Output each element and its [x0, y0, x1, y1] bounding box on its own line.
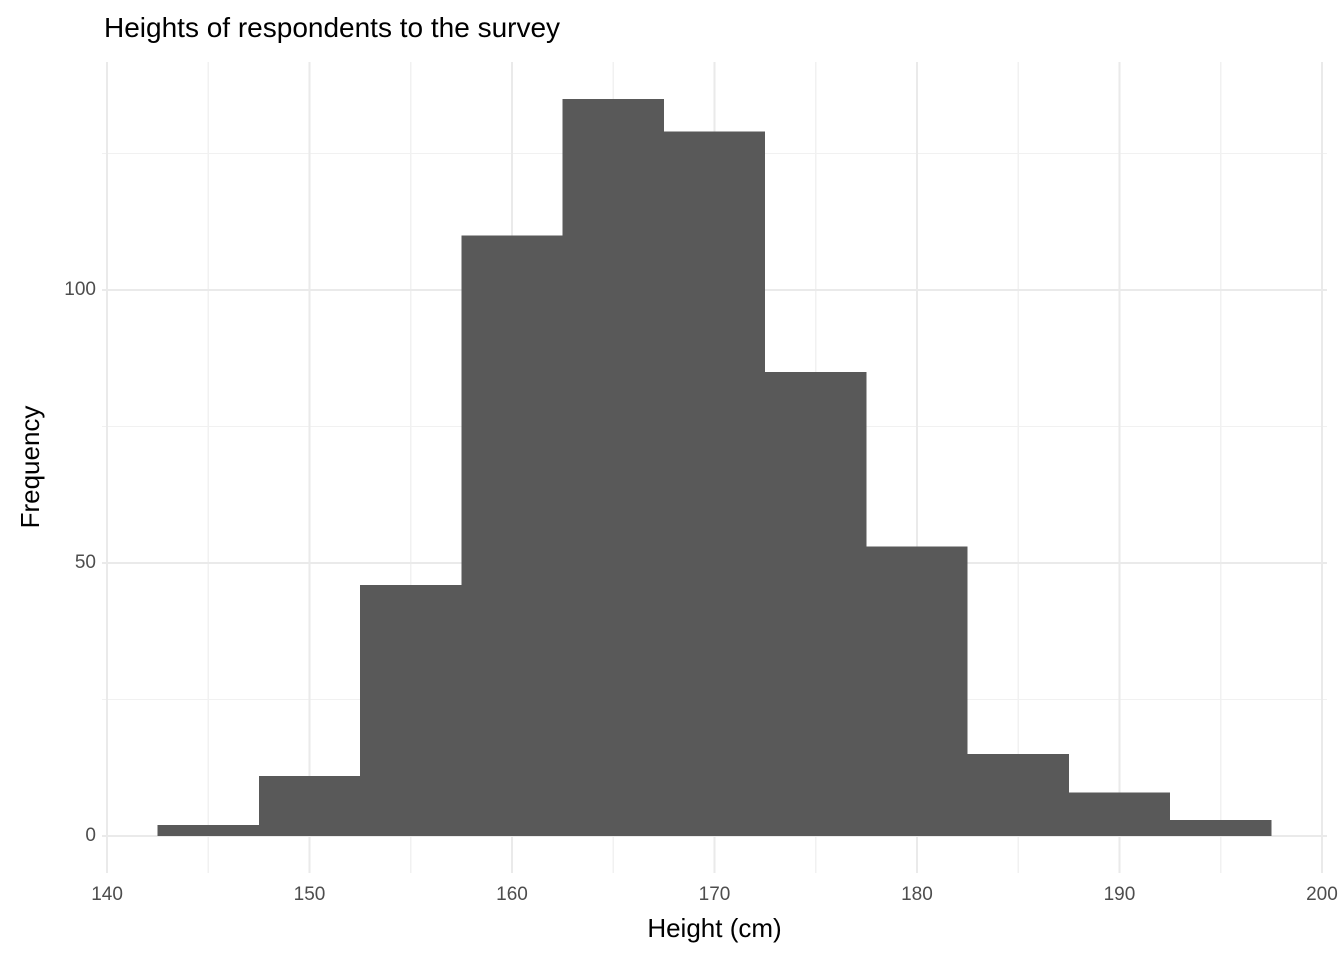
histogram-bar: [967, 754, 1069, 837]
x-tick-label: 160: [496, 884, 528, 905]
plot-title: Heights of respondents to the survey: [104, 12, 561, 43]
x-tick-label: 200: [1306, 884, 1338, 905]
x-tick-label: 180: [901, 884, 933, 905]
histogram-bar: [1068, 792, 1171, 837]
y-tick-label: 100: [64, 279, 96, 300]
x-tick-label: 170: [698, 884, 731, 905]
histogram-bar: [258, 776, 361, 837]
y-axis-title: Frequency: [15, 405, 45, 529]
histogram-bar: [461, 235, 563, 837]
histogram-bar: [663, 131, 766, 837]
x-tick-label: 190: [1103, 884, 1136, 905]
x-axis-title: Height (cm): [647, 913, 782, 943]
histogram-bar: [866, 546, 968, 837]
histogram-bar: [360, 584, 462, 837]
x-tick-label: 150: [293, 884, 326, 905]
plot-panel: [102, 62, 1327, 873]
x-tick-label: 140: [91, 884, 123, 905]
histogram-bar: [562, 98, 664, 837]
histogram-bar: [157, 825, 259, 837]
histogram-bar: [765, 371, 867, 837]
y-tick-label: 50: [74, 552, 96, 574]
y-tick-label: 0: [85, 825, 96, 847]
histogram-bar: [1170, 819, 1272, 837]
